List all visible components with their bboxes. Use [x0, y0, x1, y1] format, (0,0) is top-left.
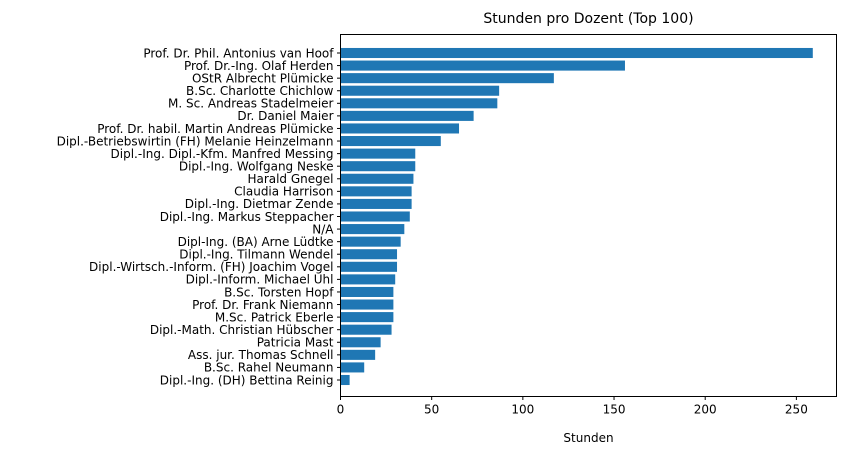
y-tick-label: B.Sc. Rahel Neumann	[204, 361, 334, 375]
y-tick-label: Prof. Dr. Phil. Antonius van Hoof	[143, 46, 334, 60]
x-tick-label: 150	[603, 403, 626, 417]
bar	[340, 110, 474, 121]
bar	[340, 299, 394, 310]
bar	[340, 161, 416, 172]
bar	[340, 60, 625, 71]
bar	[340, 236, 401, 247]
x-tick-label: 50	[424, 403, 439, 417]
bar	[340, 274, 396, 285]
y-tick-label: Harald Gnegel	[247, 172, 333, 186]
bar	[340, 186, 412, 197]
y-tick-label: B.Sc. Torsten Hopf	[224, 285, 334, 299]
bar	[340, 286, 394, 297]
x-tick-label: 100	[511, 403, 534, 417]
bar	[340, 374, 350, 386]
y-tick-label: Dipl.-Ing. Wolfgang Neske	[179, 159, 334, 173]
y-tick-label: Dipl.-Ing. (DH) Bettina Reinig	[160, 373, 334, 387]
chart-title: Stunden pro Dozent (Top 100)	[483, 11, 693, 27]
y-tick-label: M. Sc. Andreas Stadelmeier	[168, 97, 334, 111]
bar	[340, 47, 813, 59]
bar	[340, 312, 394, 323]
x-axis-ticks: 0 50 100 150 200 250	[337, 396, 808, 417]
bar	[340, 211, 410, 222]
y-tick-label: Dipl.-Inform. Michael Uhl	[186, 273, 334, 287]
bar	[340, 148, 416, 159]
y-tick-label: Dipl.-Wirtsch.-Inform. (FH) Joachim Voge…	[89, 260, 333, 274]
bar	[340, 198, 412, 209]
y-tick-label: Dipl-Ing. (BA) Arne Lüdtke	[178, 235, 334, 249]
bar	[340, 324, 392, 335]
y-tick-label: Dipl.-Ing. Markus Steppacher	[160, 210, 334, 224]
bar	[340, 349, 376, 360]
y-tick-label: N/A	[312, 222, 334, 236]
x-axis-title: Stunden	[563, 431, 613, 445]
bar	[340, 362, 365, 373]
y-tick-label: Prof. Dr. habil. Martin Andreas Plümicke	[97, 122, 333, 136]
bar	[340, 98, 498, 109]
bar	[340, 123, 460, 134]
y-tick-label: Dipl.-Ing. Tilmann Wendel	[179, 248, 333, 262]
x-tick-label: 250	[785, 403, 808, 417]
y-tick-label: Dipl.-Ing. Dietmar Zende	[185, 197, 334, 211]
bar	[340, 249, 398, 260]
x-tick-label: 200	[694, 403, 717, 417]
y-tick-label: Claudia Harrison	[234, 185, 333, 199]
y-tick-label: Patricia Mast	[257, 336, 334, 350]
x-tick-label: 0	[337, 403, 345, 417]
plot-frame	[340, 34, 837, 397]
bar	[340, 73, 554, 84]
bar	[340, 337, 381, 348]
y-tick-label: B.Sc. Charlotte Chichlow	[186, 84, 334, 98]
y-tick-label: Ass. jur. Thomas Schnell	[188, 348, 334, 362]
bar	[340, 173, 414, 184]
bar	[340, 85, 500, 96]
y-tick-label: Prof. Dr.-Ing. Olaf Herden	[184, 59, 334, 73]
y-tick-label: OStR Albrecht Plümicke	[192, 71, 334, 85]
y-tick-label: Dipl.-Betriebswirtin (FH) Melanie Heinze…	[57, 134, 334, 148]
y-tick-label: Dr. Daniel Maier	[237, 109, 333, 123]
y-tick-label: Prof. Dr. Frank Niemann	[192, 298, 333, 312]
y-tick-label: Dipl.-Math. Christian Hübscher	[150, 323, 334, 337]
bars-group	[340, 47, 813, 386]
y-tick-label: Dipl.-Ing. Dipl.-Kfm. Manfred Messing	[111, 147, 334, 161]
bar	[340, 224, 405, 235]
y-tick-label: M.Sc. Patrick Eberle	[215, 310, 334, 324]
bar	[340, 261, 398, 272]
bar	[340, 136, 441, 147]
